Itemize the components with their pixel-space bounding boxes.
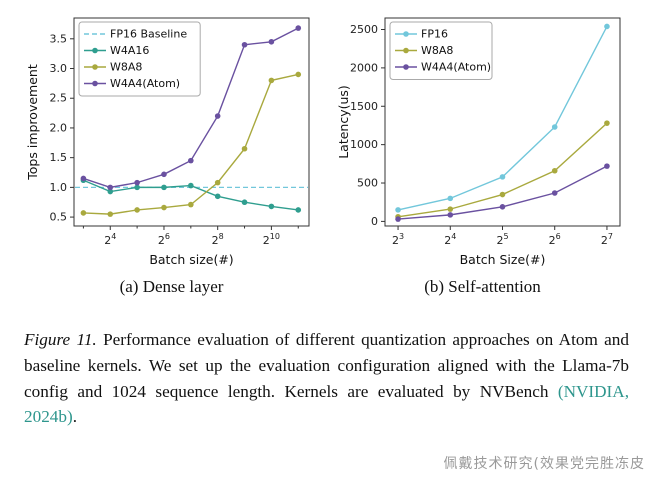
subcaption-a: (a) Dense layer [119,277,224,296]
svg-text:2500: 2500 [350,23,378,36]
svg-text:500: 500 [357,177,378,190]
svg-text:27: 27 [601,232,613,247]
figure-label: Figure 11. [24,330,97,349]
svg-text:2.5: 2.5 [50,92,68,105]
svg-text:3.5: 3.5 [50,32,68,45]
svg-text:FP16: FP16 [421,28,448,41]
caption-body: Performance evaluation of different quan… [24,330,629,401]
svg-text:24: 24 [104,232,116,247]
citation-link[interactable]: (NVIDIA, 2024b) [24,381,629,427]
svg-text:210: 210 [263,232,280,247]
svg-text:0.5: 0.5 [50,211,68,224]
chart-dense-layer: 0.5 1.0 1.5 2.0 2.5 3.0 3.5 24 26 28 210 Batch size… [24,8,319,297]
svg-text:1500: 1500 [350,100,378,113]
svg-text:W4A4(Atom): W4A4(Atom) [421,61,491,74]
svg-text:1.5: 1.5 [50,151,68,164]
svg-text:W8A8: W8A8 [110,61,142,74]
svg-text:Batch size(#): Batch size(#) [149,252,233,267]
svg-text:1000: 1000 [350,138,378,151]
dense-layer-chart-svg: 0.5 1.0 1.5 2.0 2.5 3.0 3.5 24 26 28 210 Batch size… [25,17,310,267]
svg-text:W4A4(Atom): W4A4(Atom) [110,77,180,90]
caption-period: . [72,407,77,427]
svg-text:26: 26 [158,232,170,247]
svg-text:Batch Size(#): Batch Size(#) [460,252,546,267]
figure-caption: Figure 11. Performance evaluation of dif… [24,327,629,430]
svg-text:28: 28 [212,232,224,247]
svg-text:FP16 Baseline: FP16 Baseline [110,28,187,41]
svg-text:W8A8: W8A8 [421,44,453,57]
subcaption-b: (b) Self-attention [424,277,541,296]
svg-text:24: 24 [444,232,456,247]
svg-text:2000: 2000 [350,61,378,74]
self-attention-chart-svg: 0 500 1000 1500 2000 2500 23 24 25 26 27 Batch Size… [336,17,621,267]
watermark: 佩戴技术研究(效果党完胜冻皮 [443,456,645,472]
svg-text:Tops improvement: Tops improvement [25,64,40,181]
svg-text:25: 25 [496,232,508,247]
svg-text:26: 26 [549,232,561,247]
svg-text:3.0: 3.0 [50,62,68,75]
svg-text:23: 23 [392,232,404,247]
svg-text:2.0: 2.0 [50,121,68,134]
charts-row: 0.5 1.0 1.5 2.0 2.5 3.0 3.5 24 26 28 210 Batch size… [24,8,630,297]
svg-text:W4A16: W4A16 [110,44,149,57]
svg-text:0: 0 [371,215,378,228]
svg-text:Latency(us): Latency(us) [336,85,351,159]
chart-self-attention: 0 500 1000 1500 2000 2500 23 24 25 26 27 Batch Size… [335,8,630,297]
svg-text:1.0: 1.0 [50,181,68,194]
